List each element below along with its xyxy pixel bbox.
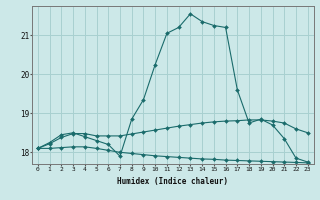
X-axis label: Humidex (Indice chaleur): Humidex (Indice chaleur) (117, 177, 228, 186)
